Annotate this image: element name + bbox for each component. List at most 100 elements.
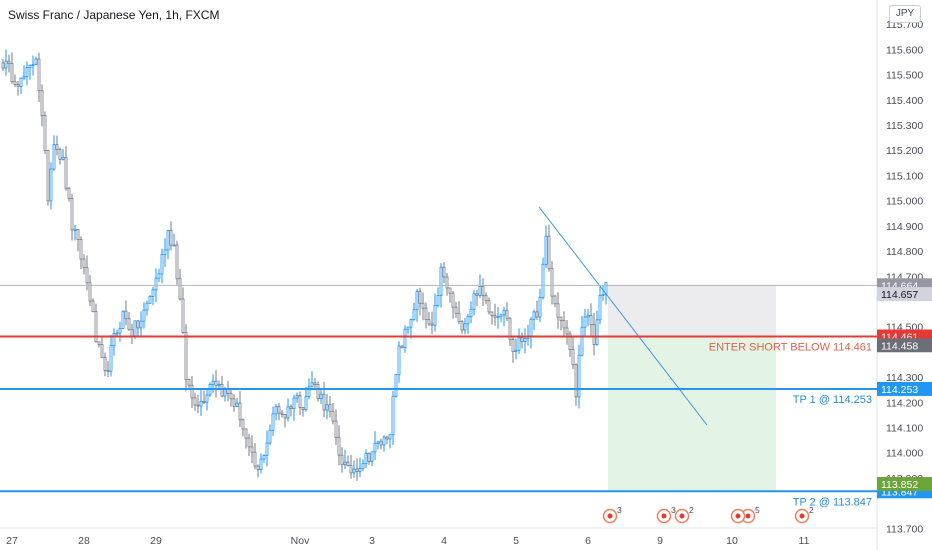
candle-body <box>385 436 389 440</box>
candle-body <box>520 337 524 343</box>
candle-body <box>292 397 296 410</box>
candle-body <box>412 309 416 320</box>
candle-body <box>136 320 140 329</box>
x-tick-label: 9 <box>657 535 663 547</box>
currency-badge[interactable]: JPY <box>889 5 921 23</box>
candle-body <box>157 273 161 279</box>
candle-body <box>547 235 551 270</box>
event-marker-3-dot-icon <box>679 513 685 519</box>
candle-body <box>514 349 518 352</box>
candle-body <box>304 396 308 411</box>
candle-body <box>463 323 467 331</box>
candle-body <box>583 316 587 328</box>
candle-body <box>556 303 560 318</box>
candle-body <box>382 436 386 446</box>
candle-body <box>559 316 563 322</box>
candle-body <box>13 81 17 85</box>
candle-body <box>511 339 515 352</box>
candle-body <box>418 291 422 304</box>
candle-body <box>247 437 251 448</box>
candle-body <box>448 287 452 294</box>
candle-body <box>283 414 287 419</box>
candle-body <box>187 379 191 386</box>
candle-body <box>472 293 476 310</box>
candle-body <box>394 374 398 397</box>
candle-body <box>190 384 194 399</box>
candle-body <box>331 410 335 422</box>
candle-body <box>439 266 443 296</box>
chart-title: Swiss Franc / Japanese Yen, 1h, FXCM <box>8 8 220 22</box>
candle-body <box>349 465 353 474</box>
candle-body <box>397 345 401 376</box>
candle-body <box>565 327 569 335</box>
candle-body <box>34 58 38 65</box>
candle-body <box>406 326 410 330</box>
candle-body <box>562 320 566 329</box>
candle-body <box>274 406 278 415</box>
candle-body <box>106 370 110 372</box>
candle-body <box>487 300 491 313</box>
event-marker-5-count: 2 <box>809 505 814 515</box>
candle-body <box>571 349 575 366</box>
candle-body <box>409 319 413 328</box>
candle-body <box>493 315 497 318</box>
candle-body <box>79 239 83 260</box>
candle-body <box>133 320 137 337</box>
candle-body <box>340 454 344 466</box>
candle-body <box>427 319 431 325</box>
candle-body <box>253 451 257 467</box>
x-tick-label: 10 <box>726 535 738 547</box>
entry-label: ENTER SHORT BELOW 114.461 <box>709 342 872 354</box>
candle-body <box>517 337 521 351</box>
candle-body <box>97 341 101 345</box>
candle-body <box>4 60 8 69</box>
candle-body <box>358 468 362 472</box>
event-marker-1-dot-icon <box>607 513 613 519</box>
candle-body <box>496 316 500 319</box>
tp1-label: TP 1 @ 114.253 <box>793 394 872 406</box>
candle-body <box>199 401 203 407</box>
candle-body <box>445 276 449 289</box>
candle-body <box>442 266 446 278</box>
candle-body <box>421 302 425 309</box>
candle-body <box>85 267 89 284</box>
x-tick-label: 29 <box>150 535 162 547</box>
candle-body <box>49 168 53 202</box>
candle-body <box>289 406 293 410</box>
candle-body <box>181 298 185 333</box>
candle-body <box>415 291 419 311</box>
candle-body <box>328 404 332 412</box>
candle-body <box>70 198 74 231</box>
y-tick-label: 115.200 <box>886 145 923 157</box>
candle-body <box>319 393 323 399</box>
candle-body <box>478 286 482 296</box>
candle-body <box>115 332 119 335</box>
candle-body <box>271 413 275 431</box>
candle-body <box>22 76 26 79</box>
candle-body <box>286 406 290 419</box>
entry-close-badge <box>877 338 932 353</box>
candle-body <box>601 293 605 296</box>
candle-body <box>166 230 170 251</box>
target-badge <box>877 477 932 492</box>
candle-body <box>466 316 470 325</box>
candle-body <box>211 380 215 385</box>
y-tick-label: 114.300 <box>886 372 923 384</box>
y-tick-label: 115.600 <box>886 44 923 56</box>
candle-body <box>64 156 68 189</box>
candle-body <box>577 354 581 398</box>
stop-badge <box>877 287 932 302</box>
candle-body <box>262 455 266 460</box>
candle-body <box>379 441 383 446</box>
candle-body <box>316 384 320 399</box>
candle-body <box>334 420 338 438</box>
x-tick-label: 3 <box>369 535 375 547</box>
candle-body <box>127 318 131 331</box>
candle-body <box>430 323 434 326</box>
candle-body <box>574 364 578 398</box>
stop-badge-text: 114.657 <box>881 289 918 301</box>
candle-body <box>592 324 596 345</box>
candle-body <box>457 312 461 322</box>
candle-body <box>400 345 404 349</box>
